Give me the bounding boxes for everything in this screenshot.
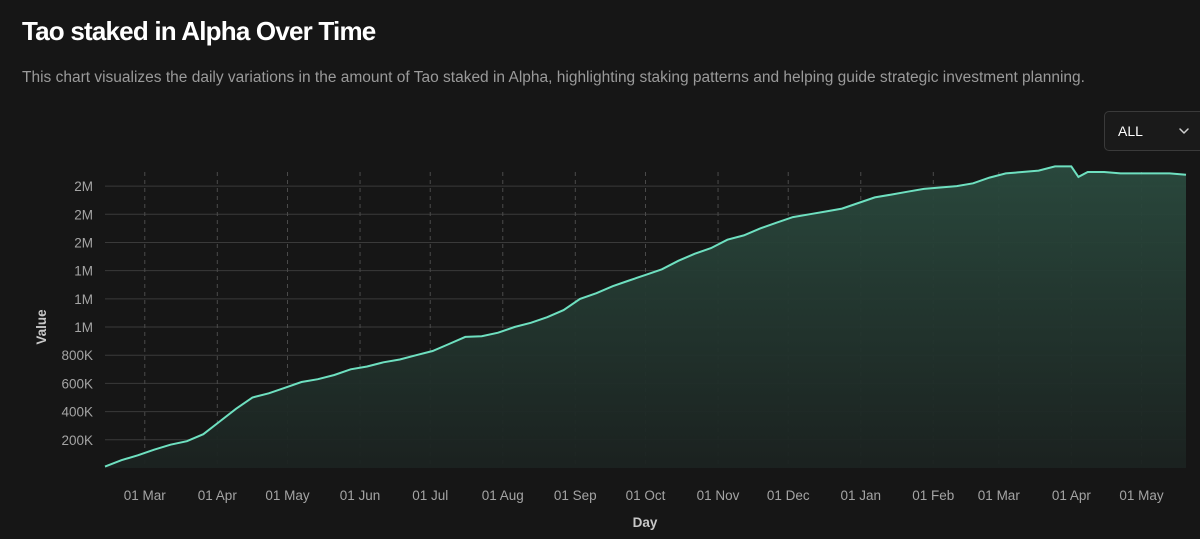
x-tick-label: 01 Jun — [340, 488, 381, 503]
series-line — [104, 165, 1187, 468]
y-tick-label: 2M — [74, 207, 93, 222]
x-tick-label: 01 Aug — [482, 488, 524, 503]
y-tick-label: 600K — [61, 376, 93, 391]
y-tick-label: 1M — [74, 264, 93, 279]
y-tick-label: 2M — [74, 235, 93, 250]
y-tick-label: 200K — [61, 433, 93, 448]
x-tick-label: 01 Jul — [412, 488, 448, 503]
x-tick-label: 01 Feb — [912, 488, 954, 503]
time-range-value: ALL — [1118, 123, 1143, 139]
y-axis-title: Value — [34, 309, 49, 345]
x-tick-label: 01 Apr — [198, 488, 238, 503]
y-tick-label: 1M — [74, 292, 93, 307]
x-tick-label: 01 Dec — [767, 488, 810, 503]
page-title: Tao staked in Alpha Over Time — [22, 16, 376, 46]
series-area — [105, 166, 1186, 468]
y-tick-label: 2M — [74, 179, 93, 194]
x-tick-label: 01 May — [265, 488, 310, 503]
x-tick-label: 01 May — [1119, 488, 1164, 503]
page-subtitle: This chart visualizes the daily variatio… — [22, 69, 1085, 86]
x-tick-label: 01 Apr — [1052, 488, 1092, 503]
chevron-down-icon — [1179, 128, 1189, 134]
y-tick-label: 800K — [61, 348, 93, 363]
x-tick-label: 01 Oct — [626, 488, 666, 503]
y-tick-label: 400K — [61, 405, 93, 420]
x-tick-label: 01 Jan — [840, 488, 881, 503]
x-tick-label: 01 Nov — [697, 488, 740, 503]
x-tick-label: 01 Mar — [124, 488, 167, 503]
x-tick-label: 01 Mar — [978, 488, 1021, 503]
y-tick-label: 1M — [74, 320, 93, 335]
x-axis-title: Day — [633, 515, 658, 530]
time-range-select[interactable]: ALL — [1104, 111, 1200, 151]
x-tick-label: 01 Sep — [554, 488, 597, 503]
